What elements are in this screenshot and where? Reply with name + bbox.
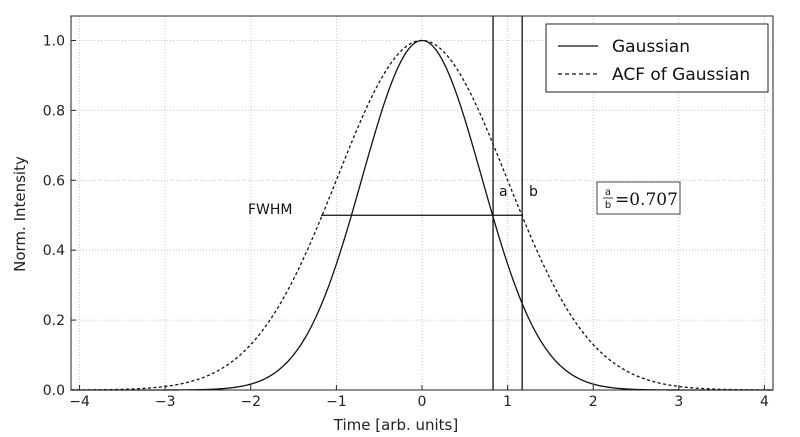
x-tick-label: −2 [240,394,261,410]
ratio-value: =0.707 [615,190,678,210]
x-tick-label: 0 [418,394,427,410]
legend-label-acf: ACF of Gaussian [612,65,750,85]
y-tick-label: 0.4 [43,243,65,259]
tick-layer: −4 −3 −2 −1 0 1 2 3 4 0.0 0.2 0.4 0.6 0.8 1.0 [43,33,769,410]
legend-label-gaussian: Gaussian [612,37,690,57]
series-line-acf-of-gaussian [71,39,773,391]
vline-a-label: a [499,184,508,200]
y-tick-label: 0.0 [43,383,65,399]
y-tick-label: 0.8 [43,103,65,119]
y-axis-title: Norm. Intensity [11,156,29,272]
y-tick-label: 0.6 [43,173,65,189]
legend: Gaussian ACF of Gaussian [545,23,769,93]
x-tick-label: 3 [674,394,683,410]
x-tick-label: −3 [155,394,176,410]
ratio-annotation: a b =0.707 [596,181,681,215]
x-axis-title: Time [arb. units] [333,416,458,434]
x-tick-label: 4 [760,394,769,410]
y-tick-label: 1.0 [43,33,65,49]
annotation-layer [320,16,524,390]
fwhm-label: FWHM [248,202,293,218]
x-tick-label: −1 [326,394,347,410]
x-tick-label: 1 [503,394,512,410]
legend-box [545,23,769,93]
ratio-box-frame [596,181,681,215]
ratio-denominator: b [605,200,611,211]
y-tick-label: 0.2 [43,313,65,329]
vline-b-label: b [529,184,538,200]
x-tick-label: −4 [69,394,90,410]
ratio-numerator: a [605,187,611,198]
x-tick-label: 2 [589,394,598,410]
